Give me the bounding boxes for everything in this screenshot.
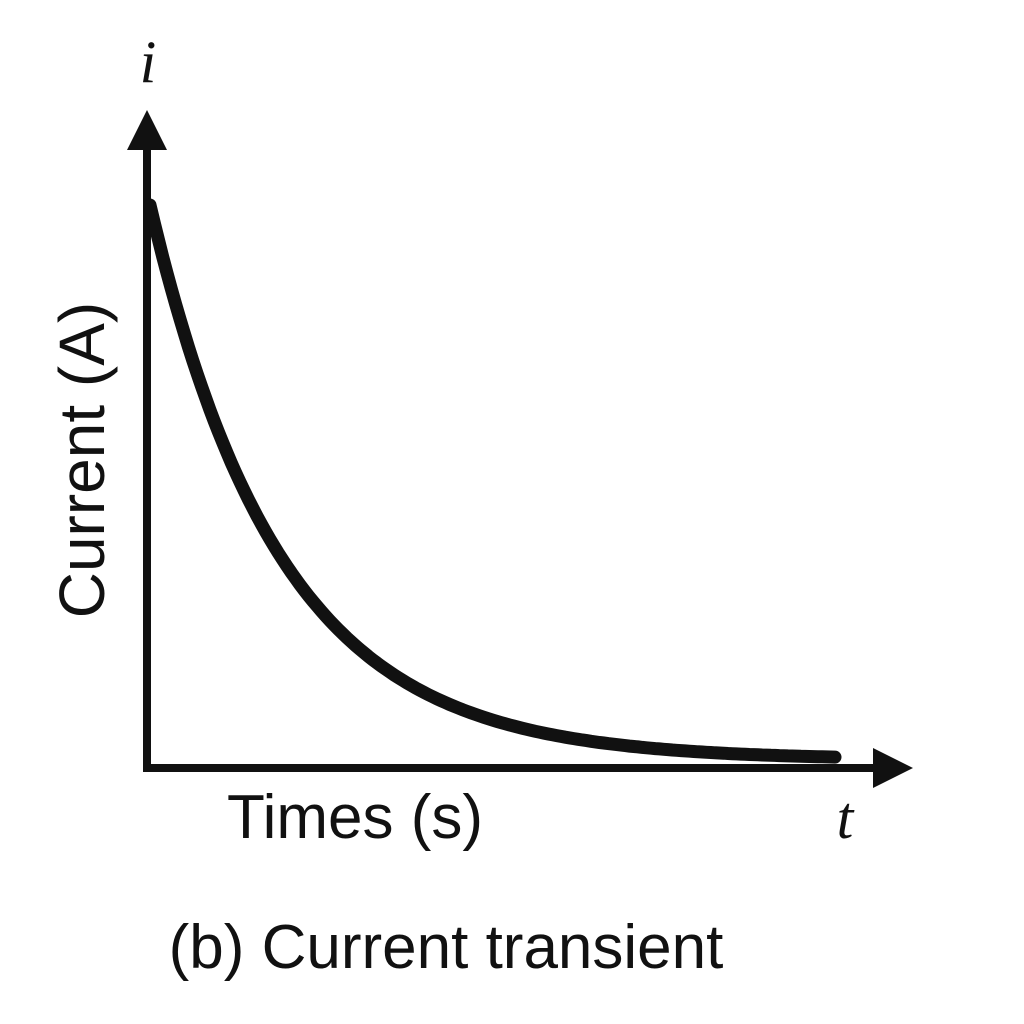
current-decay-curve — [143, 198, 842, 764]
y-axis-label: Current (A) — [46, 302, 118, 619]
y-axis-symbol: i — [140, 29, 157, 95]
x-axis-label: Times (s) — [227, 783, 483, 852]
x-axis-symbol: t — [837, 785, 855, 851]
figure-caption: (b) Current transient — [169, 913, 724, 982]
